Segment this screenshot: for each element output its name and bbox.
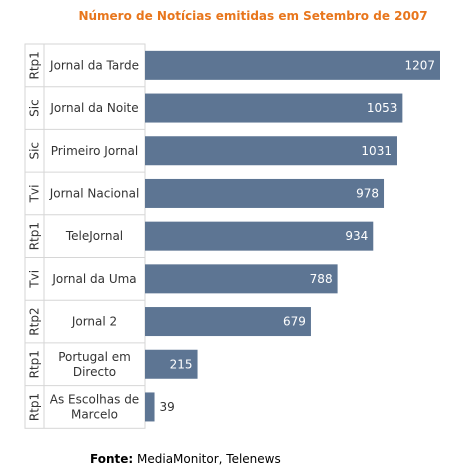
category-label: Jornal da Uma	[51, 272, 136, 286]
data-label: 934	[345, 229, 368, 243]
bar	[145, 307, 311, 337]
category-label: Jornal da Tarde	[49, 58, 139, 72]
data-label: 1207	[404, 58, 435, 72]
source-text: MediaMonitor, Telenews	[137, 452, 281, 466]
source-line: Fonte: MediaMonitor, Telenews	[90, 452, 281, 466]
bar	[145, 349, 198, 379]
channel-label: Rtp1	[28, 350, 42, 378]
data-label: 788	[310, 272, 333, 286]
category-label: Portugal em Directo	[58, 350, 131, 379]
category-label: As Escolhas de Marcelo	[50, 392, 139, 421]
bar	[145, 264, 338, 294]
channel-label: Rtp1	[28, 51, 42, 79]
channel-label: Sic	[28, 142, 42, 160]
channel-label: Sic	[28, 99, 42, 117]
bar	[145, 392, 155, 422]
category-label: Primeiro Jornal	[51, 144, 138, 158]
channel-label: Tvi	[28, 185, 42, 204]
source-label: Fonte:	[90, 452, 134, 466]
category-label: TeleJornal	[65, 229, 123, 243]
bar	[145, 136, 397, 166]
bar	[145, 178, 385, 208]
channel-label: Rtp1	[28, 222, 42, 250]
bar	[145, 50, 440, 80]
category-label: Jornal da Noite	[49, 101, 138, 115]
data-label: 679	[283, 315, 306, 329]
data-label: 215	[170, 357, 193, 371]
category-label: Jornal 2	[71, 315, 117, 329]
channel-label: Tvi	[28, 270, 42, 289]
bar	[145, 93, 403, 123]
chart-title: Número de Notícias emitidas em Setembro …	[78, 9, 428, 23]
channel-label: Rtp2	[28, 307, 42, 335]
bar	[145, 221, 374, 251]
data-label: 39	[160, 400, 175, 414]
data-label: 978	[356, 186, 379, 200]
category-label: Jornal Nacional	[49, 186, 140, 200]
channel-label: Rtp1	[28, 393, 42, 421]
data-label: 1031	[361, 144, 392, 158]
data-label: 1053	[367, 101, 398, 115]
